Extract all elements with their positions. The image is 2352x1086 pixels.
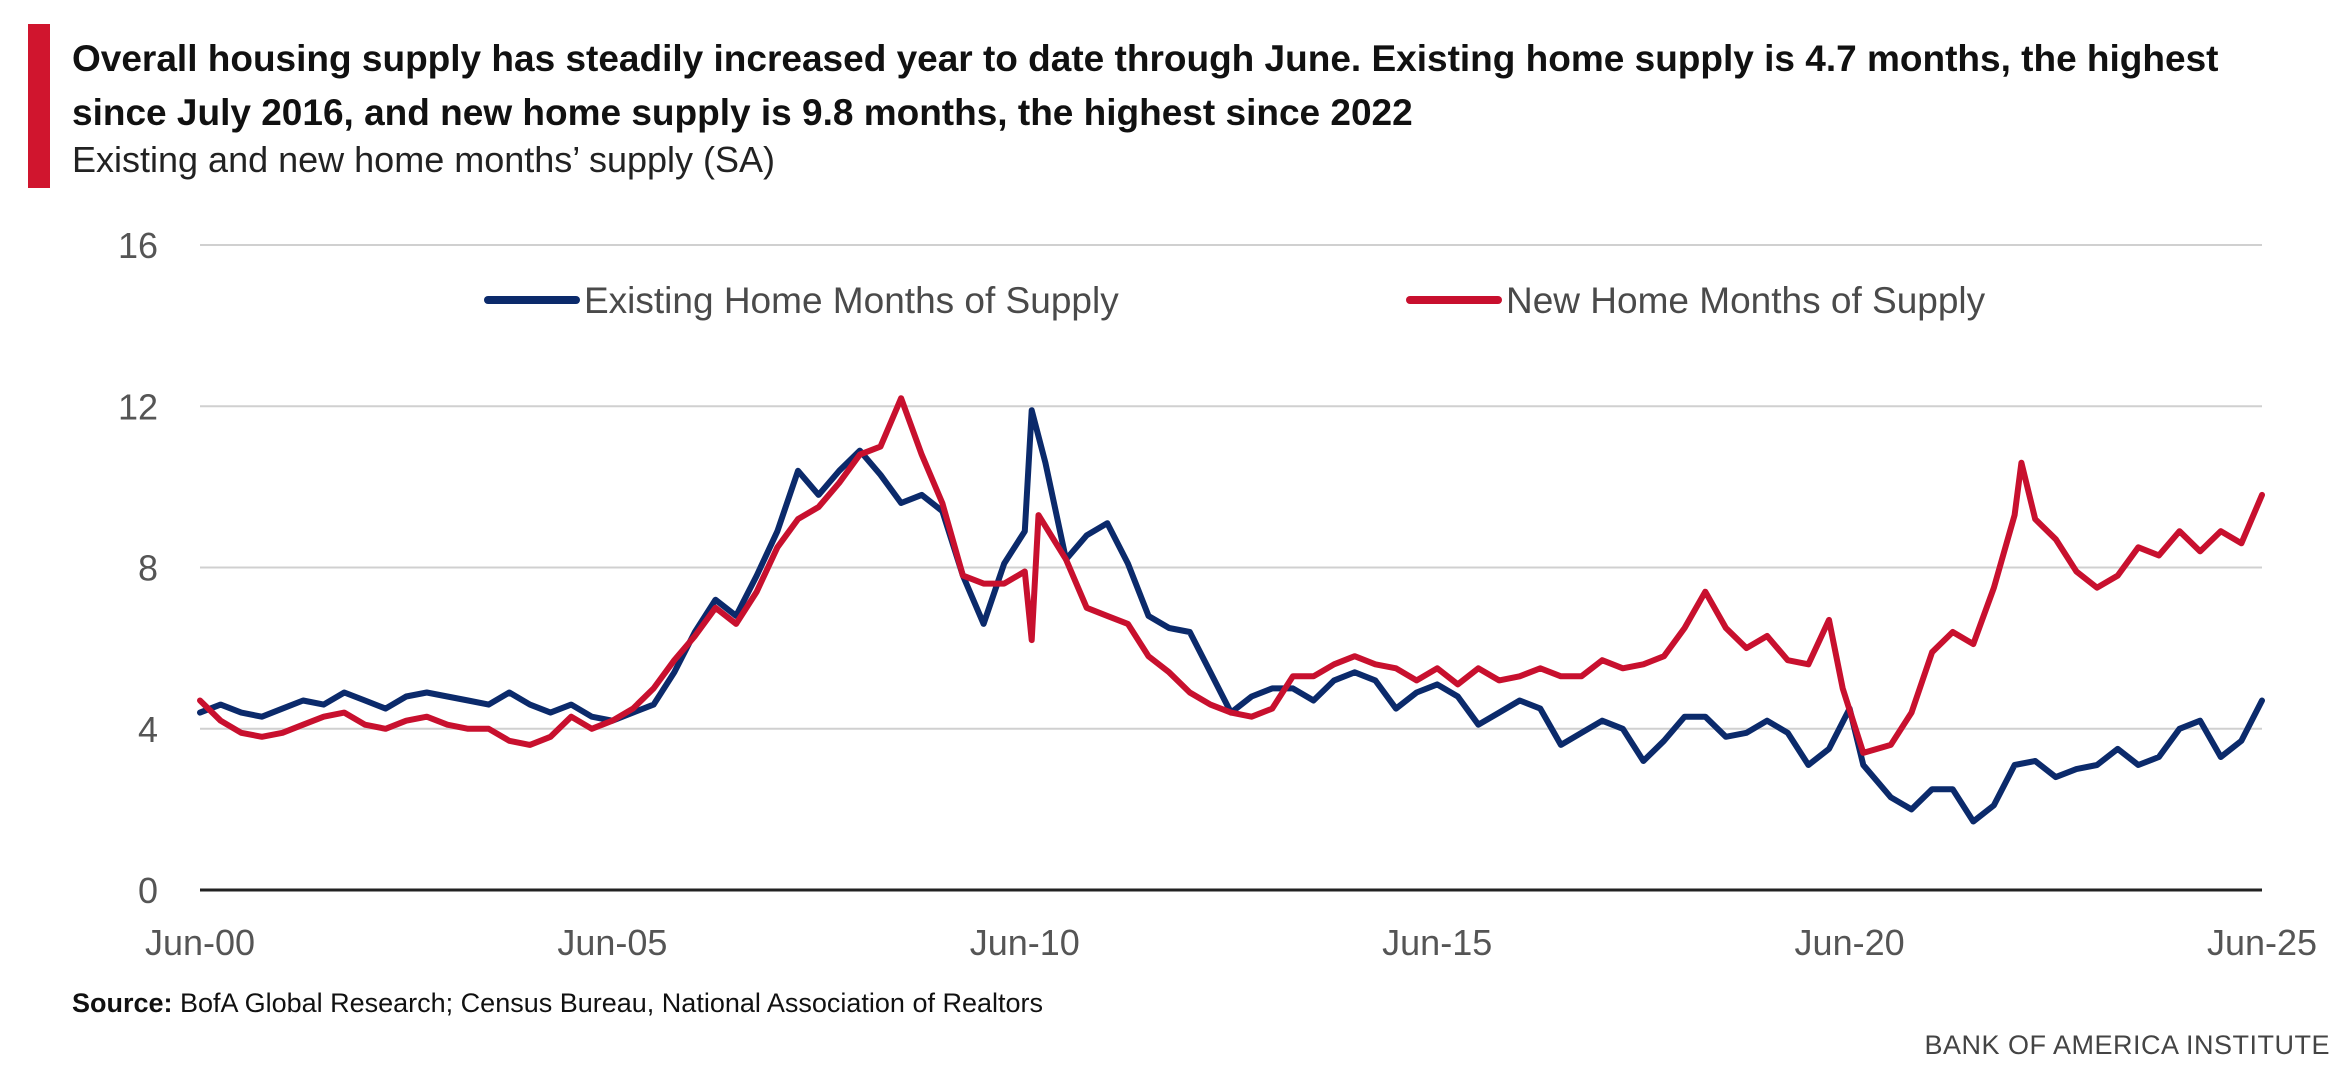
x-tick-label: Jun-20 (1795, 922, 1905, 963)
y-tick-label: 0 (138, 870, 158, 911)
accent-bar (28, 24, 50, 188)
source-note: Source: BofA Global Research; Census Bur… (72, 988, 1043, 1019)
y-tick-labels: 0 4 8 12 16 (118, 225, 158, 911)
x-tick-label: Jun-00 (145, 922, 255, 963)
series-lines (197, 395, 2265, 825)
source-text: BofA Global Research; Census Bureau, Nat… (172, 988, 1044, 1018)
x-tick-label: Jun-25 (2207, 922, 2317, 963)
source-label: Source: (72, 988, 173, 1018)
legend-label: New Home Months of Supply (1506, 280, 1986, 321)
legend: Existing Home Months of Supply New Home M… (484, 280, 1986, 321)
x-tick-label: Jun-05 (557, 922, 667, 963)
x-tick-label: Jun-10 (970, 922, 1080, 963)
x-tick-labels: Jun-00 Jun-05 Jun-10 Jun-15 Jun-20 Jun-25 (145, 922, 2317, 963)
series-line-existing-home (197, 407, 2265, 825)
gridlines (200, 244, 2262, 892)
series-line-new-home (197, 395, 2265, 756)
y-tick-label: 8 (138, 548, 158, 589)
chart-subtitle: Existing and new home months’ supply (SA… (72, 139, 776, 180)
chart-title: Overall housing supply has steadily incr… (72, 38, 2219, 133)
y-tick-label: 12 (118, 386, 158, 427)
y-tick-label: 4 (138, 709, 158, 750)
x-tick-label: Jun-15 (1382, 922, 1492, 963)
y-tick-label: 16 (118, 225, 158, 266)
brand-label: BANK OF AMERICA INSTITUTE (1924, 1030, 2330, 1060)
legend-label: Existing Home Months of Supply (584, 280, 1119, 321)
